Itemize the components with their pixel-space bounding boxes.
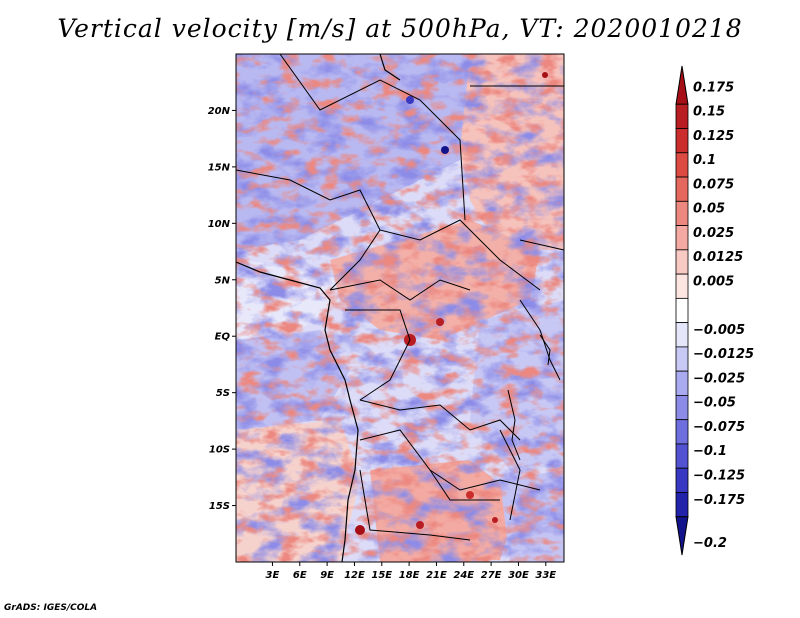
colorbar-label: 0.125: [693, 129, 734, 144]
lon-tick-label: 21E: [426, 570, 447, 581]
map-frame: [235, 53, 565, 563]
lon-tick-label: 24E: [453, 570, 474, 581]
colorbar-label: 0.005: [693, 274, 734, 289]
colorbar-label: 0.1: [693, 153, 716, 168]
colorbar-label: −0.125: [693, 468, 745, 483]
lon-tick-label: 9E: [320, 570, 334, 581]
lat-tick-label: 15N: [208, 162, 231, 173]
colorbar-label: −0.025: [693, 371, 745, 386]
lon-tick-label: 12E: [344, 570, 365, 581]
colorbar-swatch: [675, 152, 689, 178]
map-title: Vertical velocity [m/s] at 500hPa, VT: 2…: [57, 14, 743, 43]
colorbar-label: −0.005: [693, 323, 745, 338]
colorbar-swatch: [675, 419, 689, 445]
country-borders: [236, 54, 564, 541]
colorbar-swatch: [675, 200, 689, 226]
colorbar-top-arrow: [675, 65, 689, 105]
colorbar-swatch: [675, 128, 689, 154]
lakes: [507, 334, 551, 461]
colorbar-swatch: [675, 297, 689, 324]
colorbar-label: −0.0125: [693, 347, 754, 362]
colorbar-swatch: [675, 492, 689, 518]
colorbar-swatch: [675, 346, 689, 372]
latitude-axis: 20N 15N 10N 5N EQ 5S 10S 15S: [208, 106, 236, 512]
colorbar-label: −0.1: [693, 444, 727, 459]
colorbar-label: 0.025: [693, 226, 734, 241]
colorbar-label: 0.075: [693, 177, 734, 192]
lat-tick-label: 10N: [208, 219, 231, 230]
lon-tick-label: 6E: [293, 570, 307, 581]
lat-tick-label: 10S: [209, 445, 230, 456]
colorbar-swatch: [675, 273, 689, 299]
coastline: [236, 54, 401, 562]
colorbar-swatch: [675, 322, 689, 348]
colorbar-swatch: [675, 225, 689, 251]
positive-texture: [236, 54, 564, 562]
colorbar-swatch: [675, 370, 689, 396]
lon-tick-label: 15E: [371, 570, 392, 581]
longitude-axis: 3E 6E 9E 12E 15E 18E 21E 24E 27E 30E 33E: [266, 562, 556, 581]
colorbar-swatch: [675, 176, 689, 202]
lat-tick-label: 5N: [215, 275, 231, 286]
lat-tick-label: 20N: [208, 106, 231, 117]
colorbar-swatch: [675, 103, 689, 129]
colorbar-swatch: [675, 467, 689, 493]
strong-cells: [355, 72, 548, 535]
lon-tick-label: 33E: [535, 570, 556, 581]
lat-tick-label: EQ: [215, 332, 231, 343]
vertical-velocity-field: [236, 54, 564, 562]
colorbar-label: −0.05: [693, 396, 736, 411]
grads-credit: GrADS: IGES/COLA: [4, 603, 98, 613]
colorbar-label: −0.2: [693, 536, 727, 551]
colorbar-label: 0.175: [693, 80, 734, 95]
colorbar-bottom-arrow: [675, 516, 689, 556]
colorbar: 0.175 0.15 0.125 0.1 0.075 0.05 0.025 0.0125 0.0…: [675, 65, 754, 556]
colorbar-label: 0.05: [693, 202, 725, 217]
lon-tick-label: 18E: [399, 570, 420, 581]
colorbar-label: 0.15: [693, 105, 725, 120]
lon-tick-label: 3E: [266, 570, 280, 581]
colorbar-label: −0.175: [693, 493, 745, 508]
colorbar-swatch: [675, 395, 689, 421]
lon-tick-label: 30E: [508, 570, 529, 581]
colorbar-swatch: [675, 443, 689, 469]
lon-tick-label: 27E: [481, 570, 502, 581]
lat-tick-label: 5S: [216, 388, 230, 399]
lat-tick-label: 15S: [209, 501, 230, 512]
colorbar-label: 0.0125: [693, 250, 743, 265]
colorbar-swatch: [675, 249, 689, 275]
colorbar-label: −0.075: [693, 420, 745, 435]
